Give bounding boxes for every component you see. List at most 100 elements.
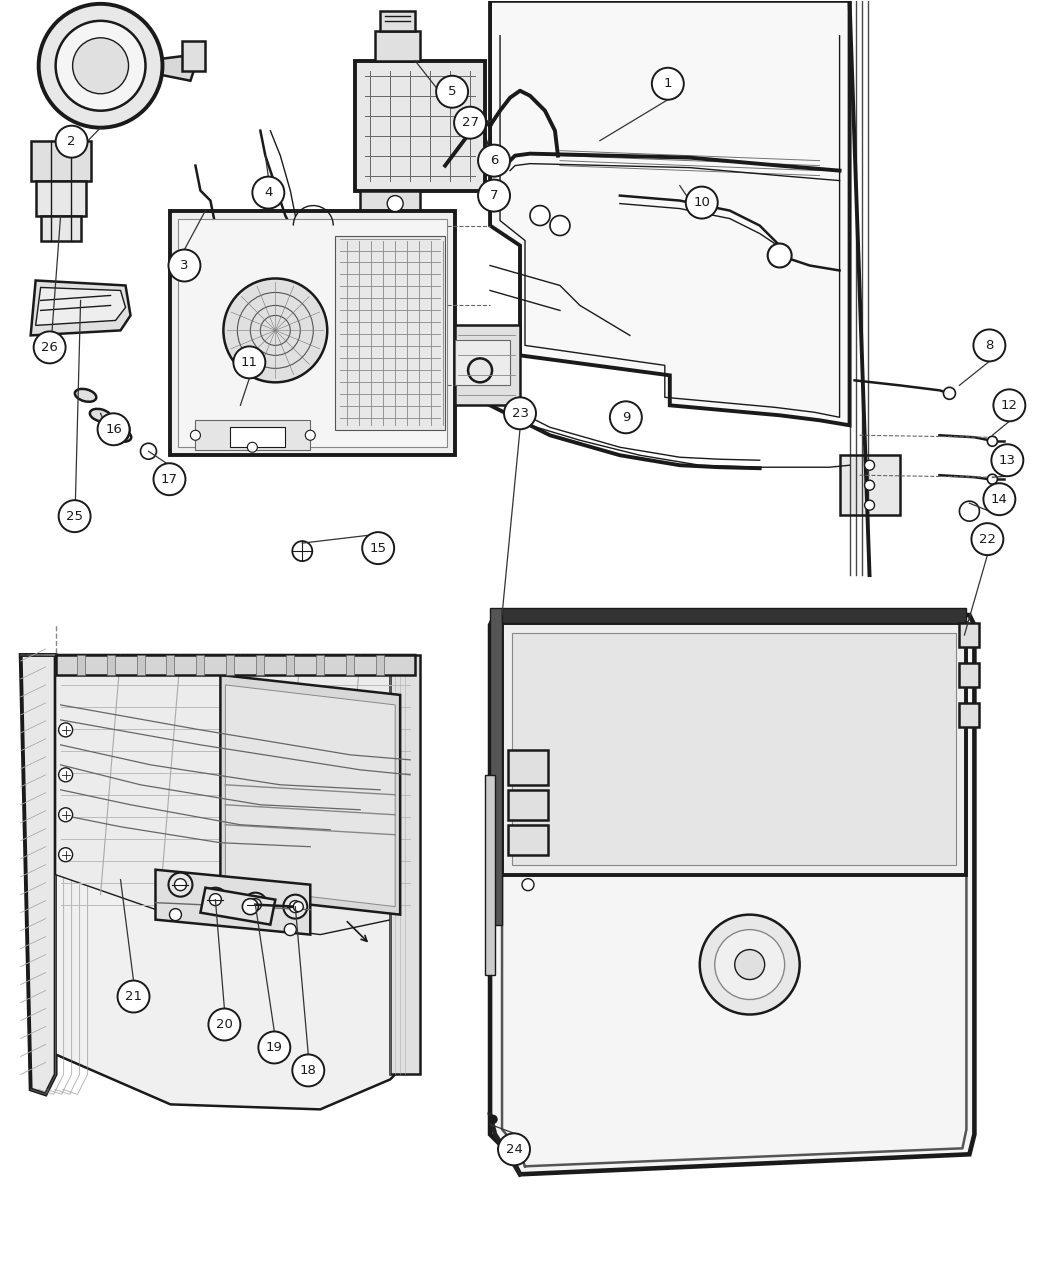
Circle shape	[973, 329, 1005, 361]
Circle shape	[991, 444, 1024, 477]
Polygon shape	[960, 623, 980, 646]
Circle shape	[168, 872, 192, 896]
Text: 3: 3	[181, 259, 189, 272]
Circle shape	[478, 180, 510, 212]
Text: 7: 7	[489, 189, 499, 201]
Polygon shape	[391, 655, 420, 1075]
Polygon shape	[201, 887, 275, 924]
Circle shape	[610, 402, 642, 434]
Circle shape	[39, 4, 163, 128]
Circle shape	[984, 483, 1015, 515]
Polygon shape	[220, 674, 400, 914]
Circle shape	[987, 436, 998, 446]
Circle shape	[292, 1054, 324, 1086]
Circle shape	[107, 422, 124, 439]
Circle shape	[436, 75, 468, 107]
Circle shape	[960, 501, 980, 521]
Polygon shape	[106, 655, 114, 674]
Circle shape	[290, 900, 301, 913]
Text: 22: 22	[979, 533, 995, 546]
Circle shape	[59, 723, 72, 737]
Polygon shape	[508, 825, 548, 854]
Text: 18: 18	[300, 1063, 317, 1077]
Text: 9: 9	[622, 411, 630, 423]
Polygon shape	[508, 789, 548, 820]
Polygon shape	[170, 210, 455, 455]
Circle shape	[362, 532, 394, 564]
Polygon shape	[41, 215, 81, 241]
Ellipse shape	[75, 389, 97, 402]
Text: 24: 24	[506, 1142, 523, 1156]
Circle shape	[522, 878, 534, 891]
Text: 17: 17	[161, 473, 177, 486]
Circle shape	[252, 177, 285, 209]
Polygon shape	[316, 655, 324, 674]
Polygon shape	[287, 655, 294, 674]
Polygon shape	[485, 775, 495, 974]
Circle shape	[686, 186, 718, 218]
Polygon shape	[380, 10, 415, 31]
Circle shape	[478, 144, 510, 177]
Circle shape	[292, 541, 312, 561]
Polygon shape	[21, 655, 56, 1094]
Polygon shape	[178, 218, 447, 448]
Polygon shape	[136, 655, 145, 674]
Circle shape	[204, 887, 228, 912]
Text: 21: 21	[125, 989, 142, 1003]
Circle shape	[233, 347, 266, 379]
Circle shape	[98, 413, 129, 445]
Polygon shape	[512, 632, 957, 864]
Circle shape	[489, 1116, 497, 1123]
Text: 8: 8	[985, 339, 993, 352]
Text: 19: 19	[266, 1040, 282, 1054]
Circle shape	[284, 895, 308, 918]
Polygon shape	[840, 455, 900, 515]
Polygon shape	[256, 655, 265, 674]
Text: 20: 20	[216, 1017, 233, 1031]
Polygon shape	[490, 608, 502, 924]
Polygon shape	[335, 236, 445, 430]
Polygon shape	[30, 140, 90, 181]
Circle shape	[249, 899, 261, 910]
Circle shape	[34, 332, 65, 363]
Circle shape	[454, 107, 486, 139]
Circle shape	[224, 278, 328, 382]
Circle shape	[768, 244, 792, 268]
Text: 27: 27	[462, 116, 479, 129]
Text: 12: 12	[1001, 399, 1017, 412]
Circle shape	[715, 929, 784, 1000]
Circle shape	[248, 442, 257, 453]
Polygon shape	[508, 750, 548, 785]
Circle shape	[141, 444, 156, 459]
Text: 1: 1	[664, 78, 672, 91]
Polygon shape	[195, 421, 311, 450]
Circle shape	[59, 768, 72, 782]
Polygon shape	[455, 325, 520, 405]
Circle shape	[59, 500, 90, 532]
Polygon shape	[490, 615, 974, 1174]
Text: 25: 25	[66, 510, 83, 523]
Circle shape	[944, 388, 956, 399]
Polygon shape	[227, 655, 234, 674]
Polygon shape	[77, 655, 85, 674]
Polygon shape	[36, 181, 86, 215]
Polygon shape	[155, 870, 311, 935]
Polygon shape	[167, 655, 174, 674]
Circle shape	[285, 923, 296, 936]
Circle shape	[864, 460, 875, 470]
Circle shape	[306, 430, 315, 440]
Circle shape	[550, 215, 570, 236]
Circle shape	[498, 1133, 530, 1165]
Circle shape	[190, 430, 201, 440]
Circle shape	[118, 980, 149, 1012]
Polygon shape	[502, 623, 966, 875]
Circle shape	[864, 500, 875, 510]
Circle shape	[243, 899, 258, 914]
Text: 15: 15	[370, 542, 386, 555]
Circle shape	[59, 808, 72, 822]
Circle shape	[971, 523, 1004, 555]
Polygon shape	[36, 287, 126, 325]
Polygon shape	[183, 41, 206, 70]
Circle shape	[293, 901, 303, 912]
Circle shape	[168, 250, 201, 282]
